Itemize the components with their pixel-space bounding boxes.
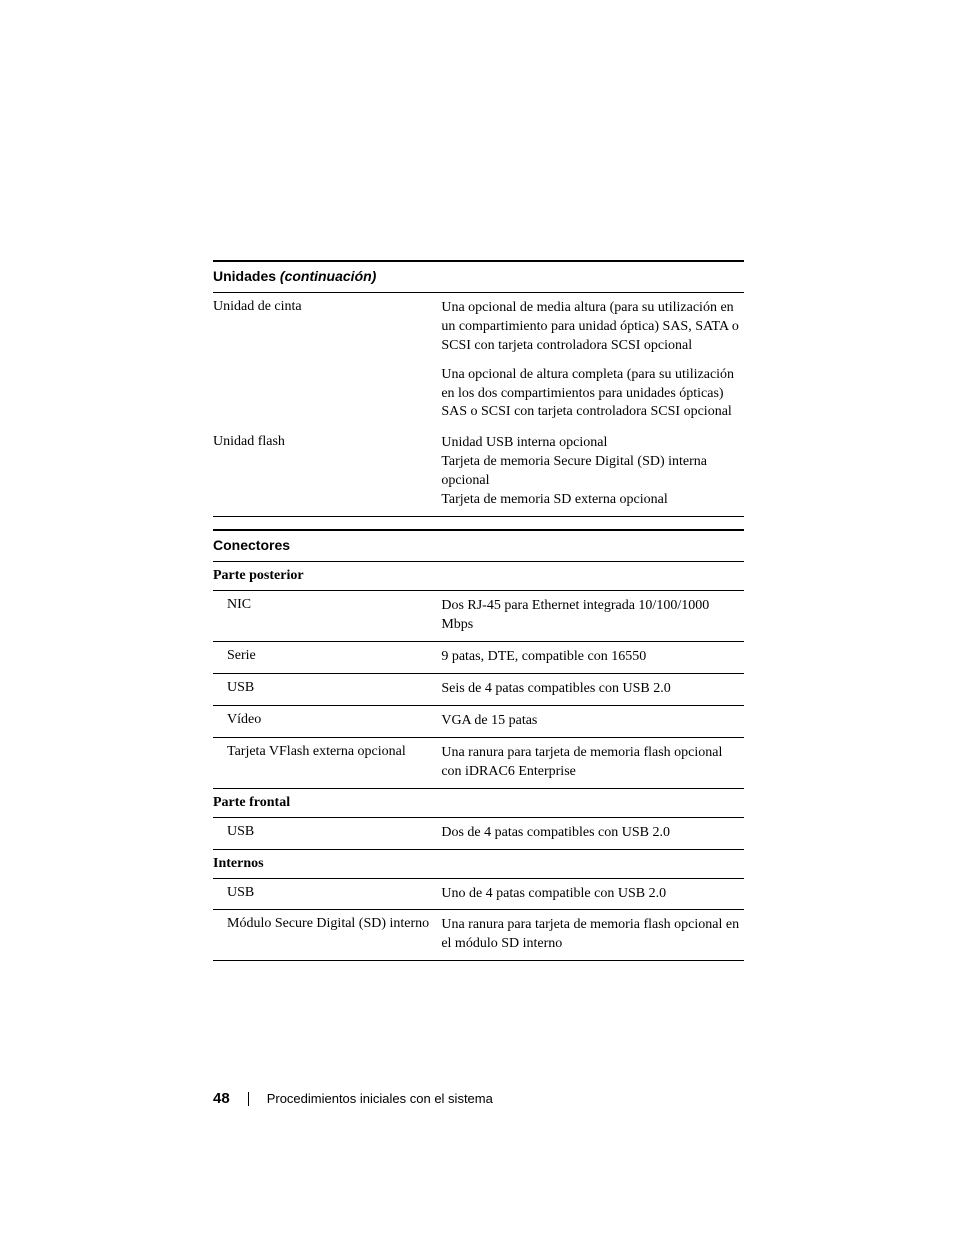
- spec-value: Dos de 4 patas compatibles con USB 2.0: [441, 817, 744, 849]
- table-row: USB Uno de 4 patas compatible con USB 2.…: [213, 878, 744, 910]
- spec-value: Una opcional de media altura (para su ut…: [441, 293, 744, 429]
- spec-value: Seis de 4 patas compatibles con USB 2.0: [441, 674, 744, 706]
- footer-text: Procedimientos iniciales con el sistema: [267, 1091, 493, 1106]
- spec-table: Unidades (continuación) Unidad de cinta …: [213, 260, 744, 961]
- spec-value: Una ranura para tarjeta de memoria flash…: [441, 910, 744, 961]
- table-row: Vídeo VGA de 15 patas: [213, 705, 744, 737]
- section-header-italic: (continuación): [280, 268, 376, 284]
- spec-value-para: Una opcional de altura completa (para su…: [441, 366, 744, 423]
- sub-header: Parte posterior: [213, 562, 744, 591]
- sub-header: Internos: [213, 849, 744, 878]
- spec-value: Dos RJ-45 para Ethernet integrada 10/100…: [441, 591, 744, 642]
- table-row: Tarjeta VFlash externa opcional Una ranu…: [213, 737, 744, 788]
- table-row: Serie 9 patas, DTE, compatible con 16550: [213, 642, 744, 674]
- spec-value: Unidad USB interna opcional Tarjeta de m…: [441, 428, 744, 516]
- spec-label: USB: [213, 878, 441, 910]
- page-content: Unidades (continuación) Unidad de cinta …: [0, 0, 954, 961]
- table-row: USB Dos de 4 patas compatibles con USB 2…: [213, 817, 744, 849]
- spec-value: VGA de 15 patas: [441, 705, 744, 737]
- section-header-bold: Unidades: [213, 268, 280, 284]
- table-row: Unidad flash Unidad USB interna opcional…: [213, 428, 744, 516]
- spec-label: USB: [213, 674, 441, 706]
- spec-label: Tarjeta VFlash externa opcional: [213, 737, 441, 788]
- section-header-text: Conectores: [213, 537, 290, 553]
- spec-value: Uno de 4 patas compatible con USB 2.0: [441, 878, 744, 910]
- spec-value: 9 patas, DTE, compatible con 16550: [441, 642, 744, 674]
- section-header-conectores: Conectores: [213, 530, 744, 562]
- page-number: 48: [213, 1090, 230, 1107]
- section-gap: [213, 516, 744, 530]
- table-row: NIC Dos RJ-45 para Ethernet integrada 10…: [213, 591, 744, 642]
- table-row: USB Seis de 4 patas compatibles con USB …: [213, 674, 744, 706]
- footer-divider-icon: [248, 1092, 249, 1106]
- spec-label: Unidad flash: [213, 428, 441, 516]
- spec-value-para: Una opcional de media altura (para su ut…: [441, 299, 744, 356]
- sub-header-row: Parte posterior: [213, 562, 744, 591]
- page-footer: 48 Procedimientos iniciales con el siste…: [213, 1090, 493, 1107]
- sub-header-row: Parte frontal: [213, 788, 744, 817]
- table-row: Módulo Secure Digital (SD) interno Una r…: [213, 910, 744, 961]
- sub-header-row: Internos: [213, 849, 744, 878]
- spec-label: USB: [213, 817, 441, 849]
- spec-label: Vídeo: [213, 705, 441, 737]
- spec-label: Serie: [213, 642, 441, 674]
- sub-header: Parte frontal: [213, 788, 744, 817]
- spec-label: Unidad de cinta: [213, 293, 441, 429]
- spec-value: Una ranura para tarjeta de memoria flash…: [441, 737, 744, 788]
- section-header-unidades: Unidades (continuación): [213, 261, 744, 293]
- spec-label: NIC: [213, 591, 441, 642]
- spec-label: Módulo Secure Digital (SD) interno: [213, 910, 441, 961]
- table-row: Unidad de cinta Una opcional de media al…: [213, 293, 744, 429]
